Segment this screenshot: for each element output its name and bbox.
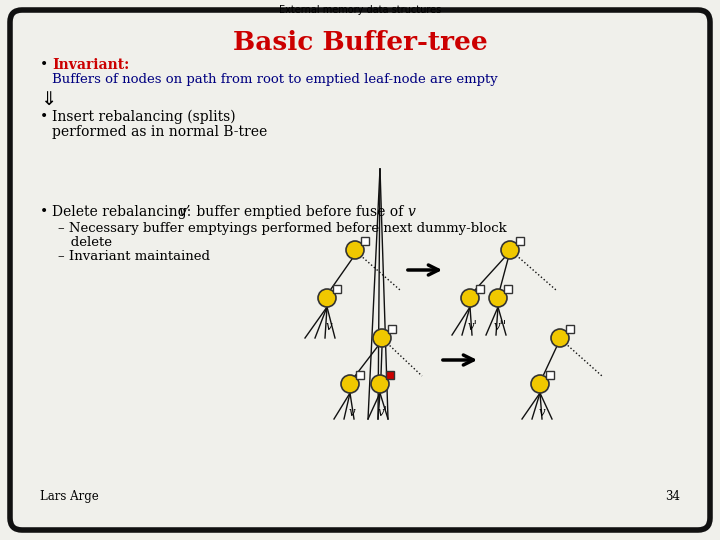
Bar <box>356 371 364 379</box>
Circle shape <box>318 289 336 307</box>
Circle shape <box>373 329 391 347</box>
Text: v': v' <box>377 406 387 419</box>
Bar <box>476 285 484 293</box>
Bar <box>361 237 369 245</box>
Text: performed as in normal B-tree: performed as in normal B-tree <box>52 125 267 139</box>
Text: •: • <box>40 205 48 219</box>
Text: ⇓: ⇓ <box>40 90 56 109</box>
Bar <box>566 325 574 333</box>
Text: Buffers of nodes on path from root to emptied leaf-node are empty: Buffers of nodes on path from root to em… <box>52 73 498 86</box>
Bar <box>333 285 341 293</box>
Circle shape <box>346 241 364 259</box>
Text: Delete rebalancing:: Delete rebalancing: <box>52 205 196 219</box>
Text: – Invariant maintained: – Invariant maintained <box>58 250 210 263</box>
Text: buffer emptied before fuse of: buffer emptied before fuse of <box>192 205 408 219</box>
Text: v’: v’ <box>178 205 190 219</box>
Bar <box>504 285 512 293</box>
Text: •: • <box>40 110 48 124</box>
Bar <box>546 371 554 379</box>
Circle shape <box>489 289 507 307</box>
Text: 34: 34 <box>665 490 680 503</box>
Text: External memory data structures: External memory data structures <box>279 5 441 15</box>
Circle shape <box>501 241 519 259</box>
Text: v': v' <box>467 320 477 333</box>
Text: Basic Buffer-tree: Basic Buffer-tree <box>233 30 487 55</box>
Text: – Necessary buffer emptyings performed before next dummy-block: – Necessary buffer emptyings performed b… <box>58 222 507 235</box>
Text: Invariant:: Invariant: <box>52 58 130 72</box>
Circle shape <box>461 289 479 307</box>
Text: v: v <box>348 406 355 419</box>
Text: v'': v'' <box>493 320 507 333</box>
Text: delete: delete <box>58 236 112 249</box>
Circle shape <box>341 375 359 393</box>
Circle shape <box>371 375 389 393</box>
Circle shape <box>531 375 549 393</box>
Text: v: v <box>539 406 545 419</box>
Bar <box>516 237 524 245</box>
Text: •: • <box>40 58 48 72</box>
Text: v: v <box>325 320 333 333</box>
Bar <box>388 325 396 333</box>
Text: v: v <box>407 205 415 219</box>
FancyBboxPatch shape <box>10 10 710 530</box>
Bar <box>386 371 394 379</box>
Text: Insert rebalancing (splits): Insert rebalancing (splits) <box>52 110 235 124</box>
Text: Lars Arge: Lars Arge <box>40 490 99 503</box>
Circle shape <box>551 329 569 347</box>
